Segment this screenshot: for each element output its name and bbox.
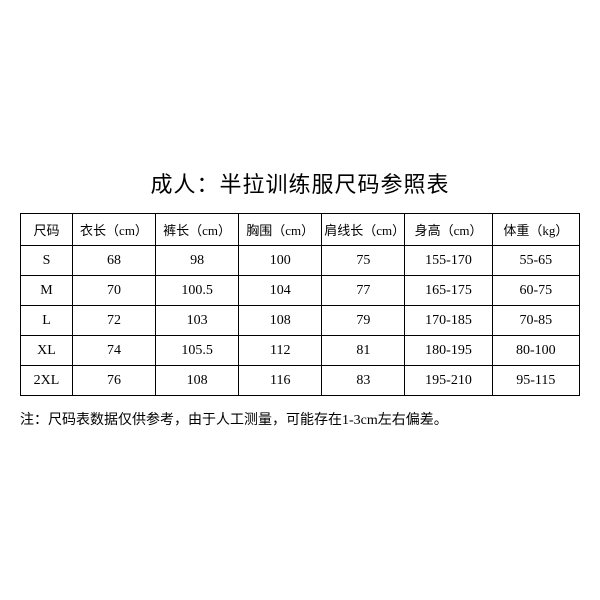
- cell: 70: [72, 276, 155, 306]
- cell: 195-210: [405, 366, 492, 396]
- col-header-height: 身高（cm）: [405, 214, 492, 246]
- cell: 83: [322, 366, 405, 396]
- cell: 80-100: [492, 336, 579, 366]
- table-body: S 68 98 100 75 155-170 55-65 M 70 100.5 …: [21, 246, 580, 396]
- cell: 170-185: [405, 306, 492, 336]
- cell: 70-85: [492, 306, 579, 336]
- col-header-pants: 裤长（cm）: [156, 214, 239, 246]
- cell: 55-65: [492, 246, 579, 276]
- col-header-length: 衣长（cm）: [72, 214, 155, 246]
- footer-note: 注：尺码表数据仅供参考，由于人工测量，可能存在1-3cm左右偏差。: [20, 410, 580, 432]
- table-row: 2XL 76 108 116 83 195-210 95-115: [21, 366, 580, 396]
- cell: 108: [156, 366, 239, 396]
- cell: 108: [239, 306, 322, 336]
- cell: 68: [72, 246, 155, 276]
- cell: 103: [156, 306, 239, 336]
- cell: 155-170: [405, 246, 492, 276]
- cell: 180-195: [405, 336, 492, 366]
- cell: 116: [239, 366, 322, 396]
- cell: M: [21, 276, 73, 306]
- cell: 98: [156, 246, 239, 276]
- size-table: 尺码 衣长（cm） 裤长（cm） 胸围（cm） 肩线长（cm） 身高（cm） 体…: [20, 213, 580, 396]
- cell: 76: [72, 366, 155, 396]
- cell: 81: [322, 336, 405, 366]
- cell: S: [21, 246, 73, 276]
- size-chart-container: 成人：半拉训练服尺码参照表 尺码 衣长（cm） 裤长（cm） 胸围（cm） 肩线…: [20, 167, 580, 432]
- cell: 100: [239, 246, 322, 276]
- cell: 2XL: [21, 366, 73, 396]
- col-header-size: 尺码: [21, 214, 73, 246]
- cell: 75: [322, 246, 405, 276]
- table-row: XL 74 105.5 112 81 180-195 80-100: [21, 336, 580, 366]
- cell: 60-75: [492, 276, 579, 306]
- cell: L: [21, 306, 73, 336]
- cell: 79: [322, 306, 405, 336]
- cell: 100.5: [156, 276, 239, 306]
- table-header: 尺码 衣长（cm） 裤长（cm） 胸围（cm） 肩线长（cm） 身高（cm） 体…: [21, 214, 580, 246]
- cell: 72: [72, 306, 155, 336]
- table-row: L 72 103 108 79 170-185 70-85: [21, 306, 580, 336]
- cell: 74: [72, 336, 155, 366]
- cell: 95-115: [492, 366, 579, 396]
- table-row: S 68 98 100 75 155-170 55-65: [21, 246, 580, 276]
- cell: 112: [239, 336, 322, 366]
- col-header-shoulder: 肩线长（cm）: [322, 214, 405, 246]
- cell: 105.5: [156, 336, 239, 366]
- col-header-weight: 体重（kg）: [492, 214, 579, 246]
- cell: XL: [21, 336, 73, 366]
- cell: 165-175: [405, 276, 492, 306]
- chart-title: 成人：半拉训练服尺码参照表: [20, 167, 580, 199]
- cell: 77: [322, 276, 405, 306]
- cell: 104: [239, 276, 322, 306]
- col-header-chest: 胸围（cm）: [239, 214, 322, 246]
- table-row: M 70 100.5 104 77 165-175 60-75: [21, 276, 580, 306]
